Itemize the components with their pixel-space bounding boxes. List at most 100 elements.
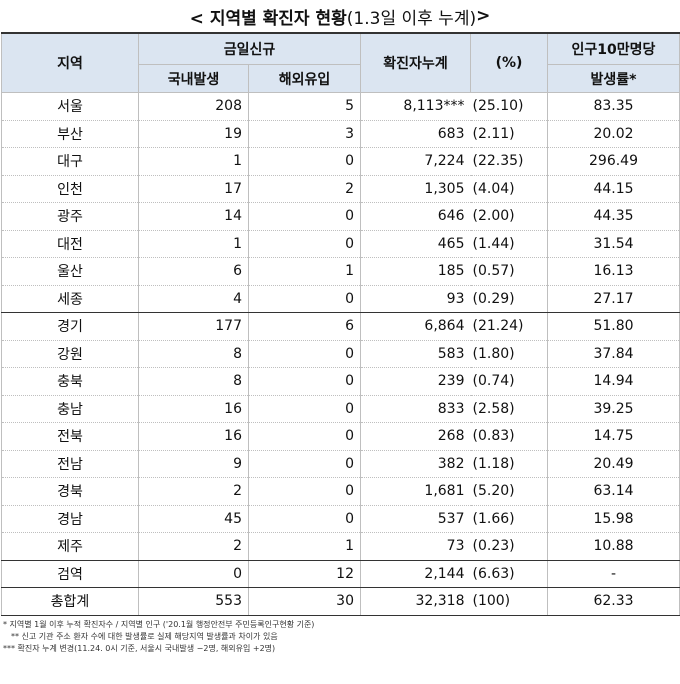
percent-cell: (1.66): [470, 505, 548, 533]
region-cell: 울산: [1, 257, 139, 286]
table-row: 인천 17 2 1,305 (4.04) 44.15: [1, 175, 680, 203]
region-cell: 충북: [1, 367, 139, 396]
region-cell: 검역: [1, 560, 139, 588]
domestic-cell: 14: [138, 202, 249, 231]
table-title: < 지역별 확진자 현황 (1.3일 이후 누계) >: [0, 0, 680, 32]
rate-cell: 15.98: [547, 505, 680, 533]
domestic-cell: 9: [138, 450, 249, 478]
domestic-cell: 4: [138, 285, 249, 313]
regional-cases-table: 지역 금일신규 확진자누계 (%) 인구10만명당 국내발생 해외유입 발생률*…: [1, 32, 680, 616]
percent-cell: (0.83): [470, 422, 548, 451]
domestic-cell: 8: [138, 340, 249, 368]
imported-cell: 0: [248, 285, 361, 313]
cumulative-cell: 2,144: [360, 560, 471, 588]
table-title-main: < 지역별 확진자 현황: [189, 8, 347, 29]
table-row: 서울 208 5 8,113*** (25.10) 83.35: [1, 92, 680, 121]
region-cell: 경남: [1, 505, 139, 533]
imported-cell: 1: [248, 257, 361, 286]
percent-cell: (25.10): [470, 92, 548, 121]
cumulative-cell: 6,864: [360, 312, 471, 341]
table-title-period: (1.3일 이후 누계): [346, 8, 477, 29]
rate-cell: 39.25: [547, 395, 680, 423]
cumulative-cell: 583: [360, 340, 471, 368]
rate-cell: 37.84: [547, 340, 680, 368]
imported-cell: 1: [248, 532, 361, 561]
rate-cell: 20.02: [547, 120, 680, 148]
table-row: 경남 45 0 537 (1.66) 15.98: [1, 505, 680, 533]
imported-cell: 12: [248, 560, 361, 588]
header-rate-line2: 발생률*: [547, 64, 680, 93]
domestic-cell: 208: [138, 92, 249, 121]
table-row: 전남 9 0 382 (1.18) 20.49: [1, 450, 680, 478]
imported-cell: 3: [248, 120, 361, 148]
region-cell: 부산: [1, 120, 139, 148]
table-row: 부산 19 3 683 (2.11) 20.02: [1, 120, 680, 148]
table-row: 대전 1 0 465 (1.44) 31.54: [1, 230, 680, 258]
table-row: 검역 0 12 2,144 (6.63) -: [1, 560, 680, 588]
cumulative-cell: 382: [360, 450, 471, 478]
region-cell: 서울: [1, 92, 139, 121]
percent-cell: (2.00): [470, 202, 548, 231]
cumulative-cell: 1,681: [360, 477, 471, 506]
rate-cell: -: [547, 560, 680, 588]
rate-cell: 10.88: [547, 532, 680, 561]
domestic-cell: 2: [138, 477, 249, 506]
table-row: 경기 177 6 6,864 (21.24) 51.80: [1, 312, 680, 341]
region-cell: 세종: [1, 285, 139, 313]
table-row: 강원 8 0 583 (1.80) 37.84: [1, 340, 680, 368]
table-row: 세종 4 0 93 (0.29) 27.17: [1, 285, 680, 313]
imported-cell: 0: [248, 230, 361, 258]
percent-cell: (6.63): [470, 560, 548, 588]
cumulative-cell: 1,305: [360, 175, 471, 203]
percent-cell: (1.80): [470, 340, 548, 368]
cumulative-cell: 32,318: [360, 587, 471, 616]
rate-cell: 62.33: [547, 587, 680, 616]
rate-cell: 44.15: [547, 175, 680, 203]
cumulative-cell: 7,224: [360, 147, 471, 176]
header-domestic: 국내발생: [138, 64, 249, 93]
table-row: 대구 1 0 7,224 (22.35) 296.49: [1, 147, 680, 176]
rate-cell: 63.14: [547, 477, 680, 506]
imported-cell: 6: [248, 312, 361, 341]
percent-cell: (1.18): [470, 450, 548, 478]
imported-cell: 0: [248, 422, 361, 451]
percent-cell: (0.74): [470, 367, 548, 396]
footnote: * 지역별 1월 이후 누적 확진자수 / 지역별 인구 ('20.1월 행정안…: [3, 619, 315, 629]
percent-cell: (2.58): [470, 395, 548, 423]
region-cell: 인천: [1, 175, 139, 203]
domestic-cell: 8: [138, 367, 249, 396]
cumulative-cell: 646: [360, 202, 471, 231]
header-region: 지역: [1, 32, 139, 93]
rate-cell: 44.35: [547, 202, 680, 231]
domestic-cell: 1: [138, 230, 249, 258]
region-cell: 전남: [1, 450, 139, 478]
percent-cell: (0.57): [470, 257, 548, 286]
percent-cell: (5.20): [470, 477, 548, 506]
header-cumulative: 확진자누계: [360, 32, 471, 93]
domestic-cell: 45: [138, 505, 249, 533]
percent-cell: (4.04): [470, 175, 548, 203]
imported-cell: 0: [248, 477, 361, 506]
header-today-new: 금일신규: [138, 32, 361, 65]
table-row: 경북 2 0 1,681 (5.20) 63.14: [1, 477, 680, 506]
region-cell: 대전: [1, 230, 139, 258]
imported-cell: 0: [248, 450, 361, 478]
domestic-cell: 2: [138, 532, 249, 561]
domestic-cell: 16: [138, 422, 249, 451]
region-cell: 경기: [1, 312, 139, 341]
imported-cell: 0: [248, 147, 361, 176]
region-cell: 광주: [1, 202, 139, 231]
cumulative-cell: 239: [360, 367, 471, 396]
region-cell: 대구: [1, 147, 139, 176]
table-row: 광주 14 0 646 (2.00) 44.35: [1, 202, 680, 231]
cumulative-cell: 683: [360, 120, 471, 148]
cumulative-cell: 93: [360, 285, 471, 313]
rate-cell: 27.17: [547, 285, 680, 313]
table-row: 충북 8 0 239 (0.74) 14.94: [1, 367, 680, 396]
imported-cell: 0: [248, 367, 361, 396]
region-cell: 제주: [1, 532, 139, 561]
imported-cell: 0: [248, 202, 361, 231]
domestic-cell: 1: [138, 147, 249, 176]
imported-cell: 5: [248, 92, 361, 121]
imported-cell: 30: [248, 587, 361, 616]
